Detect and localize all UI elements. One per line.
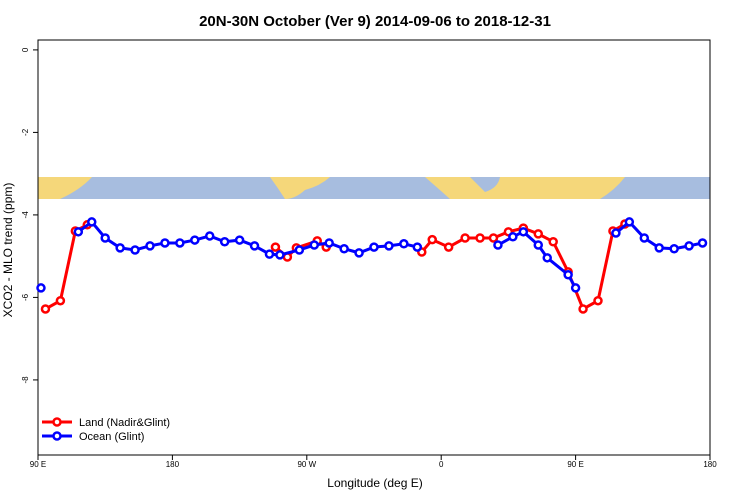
point xyxy=(275,250,285,260)
x-tick-label: 90 E xyxy=(567,460,583,469)
point xyxy=(145,241,155,251)
point xyxy=(639,233,650,243)
point xyxy=(533,240,544,250)
point xyxy=(548,236,558,247)
point xyxy=(249,241,260,251)
point xyxy=(354,248,364,258)
point xyxy=(324,238,334,248)
point xyxy=(488,233,499,243)
point xyxy=(493,240,503,250)
point xyxy=(684,241,694,251)
plot-frame xyxy=(37,39,711,456)
point xyxy=(399,239,409,249)
point xyxy=(624,217,635,227)
point xyxy=(593,295,603,306)
x-tick-label: 90 W xyxy=(297,460,316,469)
point xyxy=(160,238,170,248)
point xyxy=(508,232,518,242)
chart-title: 20N-30N October (Ver 9) 2014-09-06 to 20… xyxy=(199,13,551,30)
point xyxy=(570,283,581,293)
point xyxy=(264,249,275,259)
point xyxy=(294,245,305,255)
point xyxy=(369,242,379,252)
point xyxy=(204,231,215,241)
map-band xyxy=(38,177,710,199)
y-tick-label: -6 xyxy=(21,293,30,301)
point xyxy=(533,229,544,239)
point xyxy=(384,241,394,251)
point xyxy=(475,233,485,243)
point xyxy=(309,240,320,250)
point xyxy=(697,238,708,248)
x-tick-label: 180 xyxy=(166,460,180,469)
point xyxy=(578,304,588,314)
point xyxy=(219,236,230,247)
y-tick-label: -8 xyxy=(21,376,30,384)
point xyxy=(427,234,437,245)
point xyxy=(339,243,349,254)
point xyxy=(130,245,140,255)
x-axis-label: Longitude (deg E) xyxy=(327,476,422,490)
point xyxy=(175,238,185,248)
point xyxy=(460,233,470,243)
point xyxy=(563,269,573,280)
point xyxy=(73,227,84,237)
point xyxy=(654,243,664,253)
y-axis-label: XCO2 - MLO trend (ppm) xyxy=(1,183,15,318)
x-tick-label: 180 xyxy=(703,460,717,469)
point xyxy=(669,243,679,254)
x-tick-label: 0 xyxy=(439,460,444,469)
point xyxy=(234,235,245,245)
x-tick-label: 90 E xyxy=(30,460,46,469)
legend-label: Ocean (Glint) xyxy=(79,431,144,443)
point xyxy=(518,227,529,237)
point xyxy=(270,242,281,252)
point xyxy=(611,228,621,238)
legend-label: Land (Nadir&Glint) xyxy=(79,417,170,429)
point xyxy=(100,233,110,243)
point xyxy=(115,243,125,253)
legend-marker xyxy=(52,431,62,441)
y-tick-label: 0 xyxy=(21,47,30,52)
point xyxy=(542,253,552,263)
point xyxy=(40,304,51,314)
point xyxy=(55,295,66,306)
point xyxy=(87,217,97,227)
point xyxy=(36,283,46,293)
legend-marker xyxy=(52,417,62,427)
point xyxy=(443,242,454,252)
point xyxy=(190,235,200,245)
y-tick-label: -4 xyxy=(21,211,30,219)
point xyxy=(412,242,423,252)
y-tick-label: -2 xyxy=(21,128,30,136)
